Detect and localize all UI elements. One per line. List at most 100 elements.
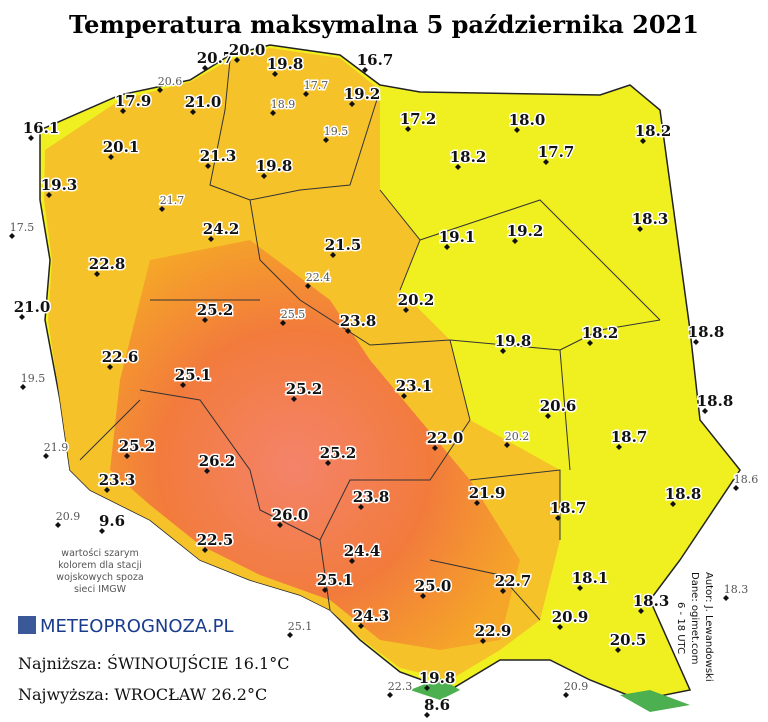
station-value: 24.4 bbox=[344, 542, 381, 560]
station-value: 22.4 bbox=[306, 271, 331, 284]
station-marker bbox=[190, 109, 196, 115]
station-value: 18.9 bbox=[271, 98, 296, 111]
station-marker bbox=[234, 57, 240, 63]
station-value: 19.2 bbox=[507, 222, 544, 240]
station-marker bbox=[514, 127, 520, 133]
station-value: 21.9 bbox=[469, 484, 506, 502]
station-marker bbox=[120, 108, 126, 114]
station-marker bbox=[504, 442, 510, 448]
station-marker bbox=[563, 692, 569, 698]
station-value: 18.7 bbox=[611, 428, 648, 446]
station-value: 20.9 bbox=[56, 510, 81, 523]
station-marker bbox=[107, 364, 113, 370]
station-marker bbox=[108, 154, 114, 160]
station-marker bbox=[124, 453, 130, 459]
station-marker bbox=[420, 593, 426, 599]
station-marker bbox=[474, 500, 480, 506]
station-value: 20.1 bbox=[103, 138, 140, 156]
note-line: wojskowych spoza bbox=[56, 572, 143, 583]
station-marker bbox=[261, 173, 267, 179]
station-marker bbox=[43, 453, 49, 459]
station-value: 19.3 bbox=[41, 176, 78, 194]
station-value: 16.1 bbox=[23, 119, 60, 137]
station-marker bbox=[545, 413, 551, 419]
station-marker bbox=[500, 348, 506, 354]
station-marker bbox=[403, 307, 409, 313]
station-value: 21.7 bbox=[160, 194, 185, 207]
station-marker bbox=[455, 164, 461, 170]
station-value: 21.5 bbox=[325, 236, 362, 254]
station-marker bbox=[270, 110, 276, 116]
station-marker bbox=[543, 159, 549, 165]
station-marker bbox=[424, 712, 430, 718]
station-marker bbox=[702, 408, 708, 414]
station-marker bbox=[358, 504, 364, 510]
station-value: 26.2 bbox=[199, 452, 236, 470]
station-marker bbox=[159, 206, 165, 212]
station-marker bbox=[512, 238, 518, 244]
station-marker bbox=[20, 384, 26, 390]
station-value: 22.7 bbox=[495, 572, 532, 590]
station-value: 17.5 bbox=[10, 221, 35, 234]
station-value: 22.3 bbox=[388, 680, 413, 693]
station-value: 22.9 bbox=[475, 622, 512, 640]
station-marker bbox=[104, 487, 110, 493]
station-value: 19.8 bbox=[267, 55, 304, 73]
station-marker bbox=[208, 236, 214, 242]
station-marker bbox=[180, 382, 186, 388]
station-marker bbox=[637, 226, 643, 232]
station-marker bbox=[55, 522, 61, 528]
station-value: 19.8 bbox=[256, 157, 293, 175]
station-marker bbox=[46, 192, 52, 198]
station-marker bbox=[280, 320, 286, 326]
station-marker bbox=[358, 623, 364, 629]
station-value: 20.0 bbox=[229, 41, 266, 59]
station-value: 18.1 bbox=[572, 569, 609, 587]
station-marker bbox=[638, 608, 644, 614]
station-marker bbox=[401, 393, 407, 399]
mountains bbox=[620, 690, 690, 712]
note: wartości szarym kolorem dla stacji wojsk… bbox=[56, 548, 143, 595]
station-marker bbox=[303, 91, 309, 97]
mountains bbox=[410, 678, 460, 700]
station-value: 19.5 bbox=[324, 125, 349, 138]
station-marker bbox=[616, 444, 622, 450]
station-value: 20.2 bbox=[505, 430, 530, 443]
station-value: 19.1 bbox=[439, 228, 476, 246]
credit: Autor: J. Lewandowski bbox=[703, 572, 714, 682]
station-value: 19.8 bbox=[495, 332, 532, 350]
station-marker bbox=[157, 87, 163, 93]
station-value: 18.6 bbox=[734, 473, 759, 486]
station-marker bbox=[291, 396, 297, 402]
station-marker bbox=[202, 65, 208, 71]
station-marker bbox=[277, 522, 283, 528]
station-value: 18.2 bbox=[582, 324, 619, 342]
station-marker bbox=[202, 547, 208, 553]
station-marker bbox=[349, 101, 355, 107]
station-value: 25.2 bbox=[286, 380, 323, 398]
station-value: 18.2 bbox=[450, 148, 487, 166]
station-value: 22.8 bbox=[89, 255, 126, 273]
map-title: Temperatura maksymalna 5 października 20… bbox=[69, 10, 699, 39]
station-value: 25.5 bbox=[281, 308, 306, 321]
station-value: 25.2 bbox=[119, 437, 156, 455]
station-marker bbox=[480, 638, 486, 644]
station-value: 24.3 bbox=[353, 607, 390, 625]
station-value: 23.8 bbox=[353, 488, 390, 506]
station-value: 23.3 bbox=[99, 471, 136, 489]
station-value: 23.8 bbox=[340, 312, 377, 330]
credit: 6 - 18 UTC bbox=[675, 602, 686, 654]
station-value: 18.8 bbox=[665, 485, 702, 503]
station-value: 25.2 bbox=[197, 301, 234, 319]
station-marker bbox=[555, 515, 561, 521]
station-marker bbox=[444, 244, 450, 250]
station-value: 19.2 bbox=[344, 85, 381, 103]
station-value: 20.7 bbox=[197, 49, 234, 67]
station-value: 18.8 bbox=[688, 323, 725, 341]
station-value: 25.1 bbox=[317, 571, 354, 589]
lowest: Najniższa: ŚWINOUJŚCIE 16.1°C bbox=[18, 653, 289, 673]
station-marker bbox=[325, 460, 331, 466]
logo-icon bbox=[18, 616, 36, 634]
station-marker bbox=[500, 588, 506, 594]
